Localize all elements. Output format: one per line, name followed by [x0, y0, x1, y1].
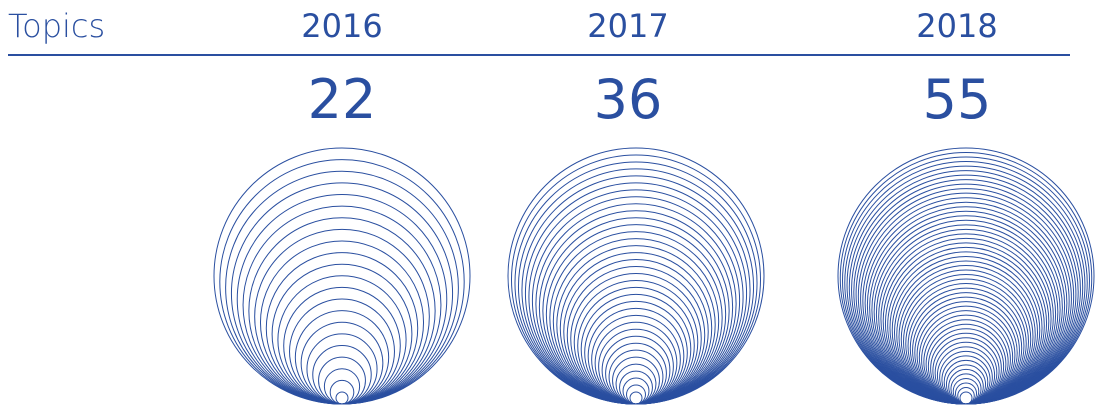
year-label-2017: 2017 — [587, 7, 669, 45]
topic-circle — [601, 335, 671, 405]
topic-circle — [289, 298, 395, 405]
topic-circle — [959, 391, 973, 405]
circle-stack-2016 — [213, 147, 471, 405]
header-divider — [8, 54, 1070, 56]
topic-circle — [591, 314, 681, 405]
topic-circle — [605, 342, 667, 405]
topic-circle — [242, 205, 442, 405]
topic-circle — [219, 159, 465, 405]
topic-circle — [254, 228, 430, 405]
topic-circle — [312, 345, 372, 405]
topic-circle — [923, 319, 1009, 405]
topic-circle — [265, 252, 419, 405]
circle-stack-2017 — [507, 147, 765, 405]
topic-circle — [837, 147, 1095, 405]
topic-circle — [323, 368, 361, 405]
year-label-2016: 2016 — [301, 7, 383, 45]
topic-circle — [932, 337, 1000, 405]
circle-stack-2018 — [837, 147, 1095, 405]
topic-circle — [615, 363, 657, 405]
topic-circle — [584, 300, 688, 405]
topic-circle — [916, 305, 1016, 405]
topic-circle — [954, 382, 978, 405]
topics-label: Topics — [8, 7, 106, 45]
topic-circle — [629, 391, 643, 405]
topic-circle — [619, 370, 653, 405]
topic-circle — [598, 328, 674, 405]
topic-circle — [952, 377, 980, 405]
topic-circle — [945, 364, 987, 405]
topic-count-2017: 36 — [593, 68, 663, 131]
topic-circle — [277, 275, 407, 405]
topic-circle — [213, 147, 471, 405]
year-label-2018: 2018 — [916, 7, 998, 45]
topic-circle — [927, 328, 1005, 405]
topic-circle — [507, 147, 765, 405]
topic-count-2018: 55 — [922, 68, 992, 131]
topic-circle — [941, 355, 991, 405]
topic-circle — [943, 359, 989, 405]
topic-circle — [626, 384, 646, 405]
topic-circle — [230, 182, 454, 405]
topic-circle — [335, 391, 349, 405]
topic-count-2016: 22 — [307, 68, 377, 131]
